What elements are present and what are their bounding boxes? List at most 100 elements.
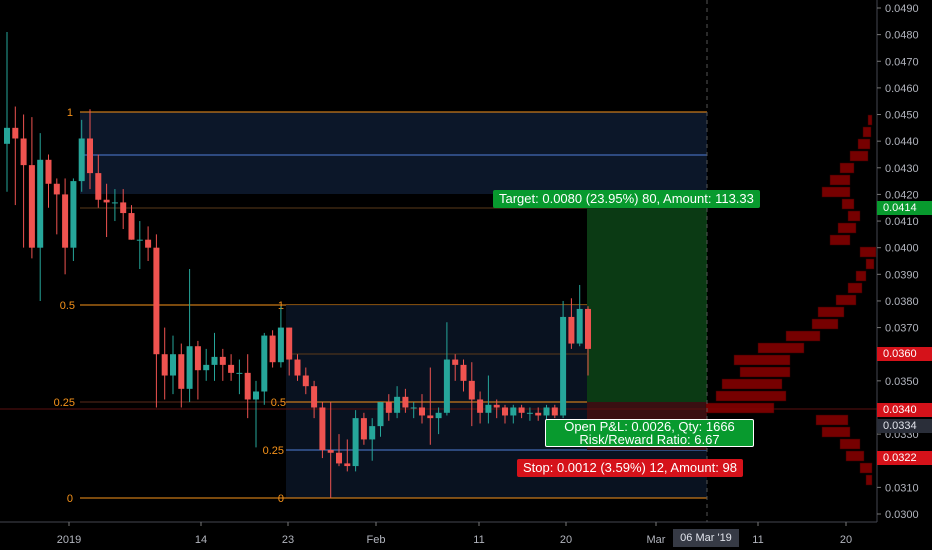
price-axis-label: 0.0460	[885, 83, 919, 95]
candle-body	[203, 364, 210, 371]
candle-body	[211, 356, 218, 365]
candle-body	[394, 396, 401, 413]
candle-body	[551, 407, 558, 416]
price-axis-label: 0.0490	[885, 3, 919, 15]
volume-profile-bar	[721, 378, 783, 390]
stop-label[interactable]: Stop: 0.0012 (3.59%) 12, Amount: 98	[517, 459, 743, 477]
candle-body	[120, 202, 127, 214]
candle-body	[302, 375, 309, 387]
candle-body	[526, 412, 533, 414]
candle-body	[170, 354, 176, 376]
candle-body	[261, 335, 268, 392]
candle-body	[37, 159, 44, 248]
time-axis-label: 11	[473, 534, 484, 546]
price-axis-label: 0.0380	[885, 296, 919, 308]
candle-body	[178, 354, 185, 389]
time-axis-label: 14	[195, 534, 207, 546]
candle-body	[62, 194, 69, 248]
candle-body	[336, 452, 342, 464]
candle-body	[585, 308, 591, 349]
price-axis-label: 0.0420	[885, 189, 919, 201]
candle-body	[576, 308, 583, 344]
candle-body	[443, 359, 450, 413]
candle-body	[236, 372, 243, 374]
volume-profile-bar	[849, 150, 869, 162]
open-pnl-box[interactable]: Open P&L: 0.0026, Qty: 1666 Risk/Reward …	[545, 419, 754, 447]
candle-body	[53, 183, 60, 195]
open-pnl-text: Open P&L: 0.0026, Qty: 1666	[564, 419, 735, 434]
candle-body	[28, 165, 35, 248]
volume-profile-bar	[847, 282, 863, 294]
time-axis-label: 20	[840, 534, 852, 546]
time-axis-label: 20	[560, 534, 572, 546]
candle-body	[311, 386, 318, 408]
candle-body	[518, 407, 525, 413]
candle-body	[145, 239, 152, 248]
candle-body	[377, 402, 384, 427]
risk-reward-text: Risk/Reward Ratio: 6.67	[579, 432, 720, 447]
candle-body	[452, 359, 459, 365]
volume-profile-bar	[817, 306, 845, 318]
candle-body	[435, 412, 442, 419]
volume-profile-bar	[865, 474, 873, 486]
volume-profile-bar	[815, 414, 849, 426]
stop-price-tag: 0.0322	[877, 451, 932, 465]
volume-profile-bar	[835, 294, 857, 306]
candle-body	[78, 138, 85, 182]
price-axis-label: 0.0450	[885, 110, 919, 122]
high-price-tag: 0.0360	[877, 347, 932, 361]
candle-body	[369, 426, 376, 440]
candle-body	[269, 335, 276, 363]
time-axis-label: 11	[752, 534, 763, 546]
candle-body	[560, 316, 567, 416]
candle-body	[344, 463, 351, 467]
volume-profile-bar	[865, 258, 875, 270]
candle-body	[468, 380, 475, 400]
candle-body	[402, 396, 409, 408]
price-axis-label: 0.0390	[885, 269, 919, 281]
candle-body	[427, 415, 434, 419]
time-axis-label: 23	[282, 534, 294, 546]
candle-body	[360, 418, 367, 440]
candle-body	[535, 412, 542, 416]
price-axis-label: 0.0350	[885, 376, 919, 388]
candle-body	[161, 354, 168, 376]
candle-body	[277, 327, 284, 363]
price-axis-label: 0.0310	[885, 482, 919, 494]
volume-profile-bar	[811, 318, 839, 330]
candle-body	[95, 173, 102, 200]
candle-body	[385, 402, 392, 413]
volume-profile-bar	[715, 390, 787, 402]
candle-body	[477, 399, 484, 413]
volume-profile-bar	[841, 198, 855, 210]
volume-profile-bar	[857, 138, 871, 150]
target-label[interactable]: Target: 0.0080 (23.95%) 80, Amount: 113.…	[493, 190, 760, 208]
volume-profile-bar	[855, 270, 867, 282]
candle-body	[327, 450, 334, 453]
time-axis-label: Mar	[647, 534, 666, 546]
volume-profile-bar	[705, 402, 775, 414]
candle-body	[153, 247, 160, 355]
candle-body	[87, 138, 93, 174]
fib-big-level-label: 1	[67, 107, 73, 119]
price-axis-label: 0.0370	[885, 323, 919, 335]
candle-body	[20, 138, 27, 166]
fib-small-level-label: 0	[278, 493, 284, 505]
candle-body	[4, 127, 10, 144]
volume-profile-bar	[821, 186, 851, 198]
volume-profile-bar	[733, 354, 791, 366]
candle-body	[70, 181, 77, 248]
volume-profile-bar	[859, 246, 877, 258]
fib-small-level-label: 0.5	[271, 397, 286, 409]
volume-profile-bar	[839, 438, 861, 450]
candle-body	[219, 356, 226, 365]
time-axis-label: Feb	[367, 534, 386, 546]
price-axis-label: 0.0470	[885, 56, 919, 68]
fib-small-level-label: 1	[278, 300, 284, 312]
volume-profile-bar	[821, 426, 851, 438]
profit-zone	[587, 208, 707, 402]
volume-profile-bar	[829, 234, 851, 246]
candle-body	[228, 364, 235, 373]
